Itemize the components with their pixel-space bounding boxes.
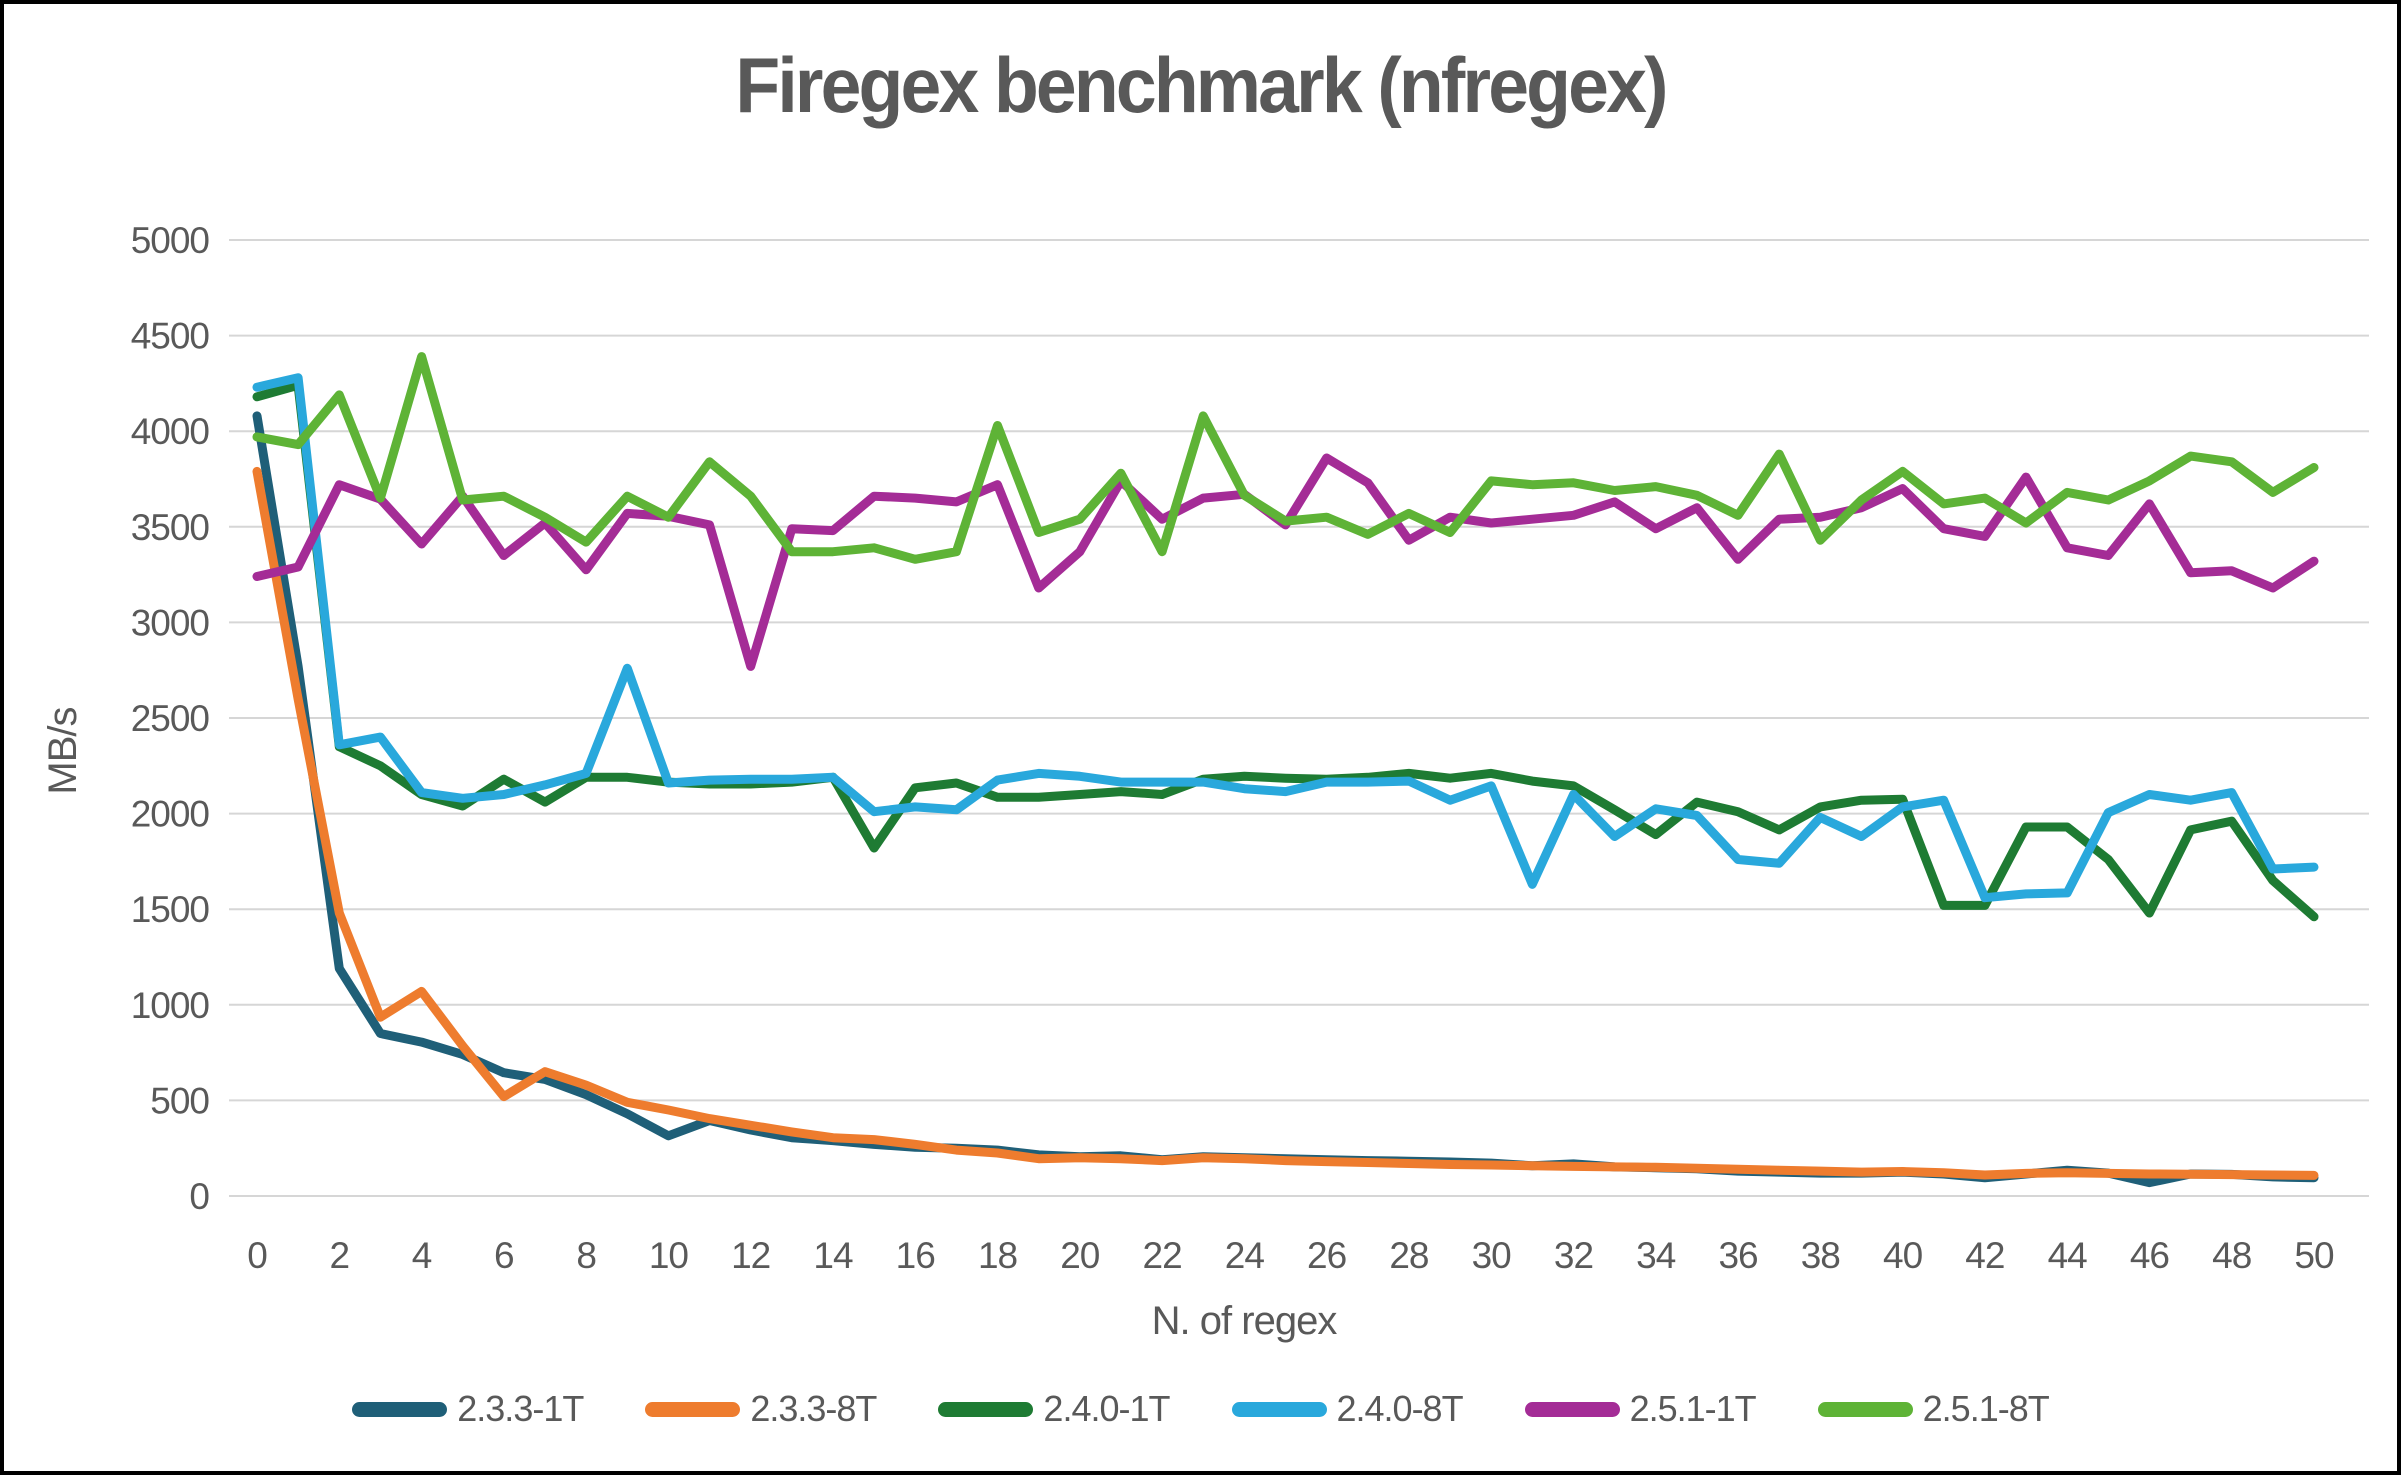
y-tick-label-3000: 3000 xyxy=(131,602,210,643)
x-tick-label-24: 24 xyxy=(1225,1235,1265,1276)
x-axis-title: N. of regex xyxy=(1152,1299,1338,1343)
x-tick-label-38: 38 xyxy=(1801,1235,1840,1276)
y-tick-label-1500: 1500 xyxy=(131,889,210,930)
legend-label: 2.4.0-1T xyxy=(1043,1388,1170,1429)
chart-title: Firegex benchmark (nfregex) xyxy=(735,41,1668,129)
legend-label: 2.3.3-8T xyxy=(750,1388,877,1429)
x-tick-label-44: 44 xyxy=(2048,1235,2088,1276)
x-tick-label-40: 40 xyxy=(1883,1235,1923,1276)
plot-area: 0500100015002000250030003500400045005000… xyxy=(41,220,2369,1343)
x-tick-label-34: 34 xyxy=(1636,1235,1676,1276)
gridlines xyxy=(229,239,2369,1197)
x-tick-label-28: 28 xyxy=(1389,1235,1428,1276)
legend-label: 2.5.1-8T xyxy=(1922,1388,2050,1429)
legend-swatch-2.3.3-8T xyxy=(645,1401,741,1417)
x-tick-label-20: 20 xyxy=(1060,1235,1100,1276)
x-tick-label-42: 42 xyxy=(1965,1235,2004,1276)
y-tick-label-3500: 3500 xyxy=(131,507,210,548)
x-tick-label-18: 18 xyxy=(978,1235,1017,1276)
y-axis-tick-labels: 0 500 1000 1500 2000 2500 3000 3500 4000 4500 5000 xyxy=(131,220,211,1217)
legend-item-2.3.3-8T: 2.3.3-8T xyxy=(645,1388,877,1430)
legend-label: 2.3.3-1T xyxy=(457,1388,584,1429)
legend-item-2.4.0-8T: 2.4.0-8T xyxy=(1231,1388,1464,1430)
x-tick-label-50: 50 xyxy=(2294,1235,2334,1276)
legend-item-2.5.1-8T: 2.5.1-8T xyxy=(1817,1388,2050,1430)
y-tick-label-4000: 4000 xyxy=(131,411,210,452)
x-tick-label-22: 22 xyxy=(1143,1235,1182,1276)
series-line-2.4.0-8T xyxy=(252,373,2319,903)
legend-swatch-2.3.3-1T xyxy=(352,1401,448,1417)
y-tick-label-2500: 2500 xyxy=(131,698,210,739)
x-tick-label-36: 36 xyxy=(1718,1235,1757,1276)
y-tick-label-4500: 4500 xyxy=(131,316,210,357)
legend-swatch-2.4.0-8T xyxy=(1231,1401,1327,1417)
series-line-2.4.0-1T xyxy=(252,380,2319,922)
x-tick-label-10: 10 xyxy=(649,1235,689,1276)
y-axis-title: MB/s xyxy=(41,707,85,794)
legend-swatch-2.4.0-1T xyxy=(938,1401,1034,1417)
x-tick-label-26: 26 xyxy=(1307,1235,1346,1276)
series-line-2.5.1-1T xyxy=(252,453,2319,671)
y-tick-label-500: 500 xyxy=(150,1080,209,1121)
x-tick-label-4: 4 xyxy=(412,1235,432,1276)
legend-swatch-2.5.1-8T xyxy=(1817,1401,1913,1417)
legend-item-2.3.3-1T: 2.3.3-1T xyxy=(352,1388,584,1430)
x-tick-label-12: 12 xyxy=(731,1235,770,1276)
x-tick-label-14: 14 xyxy=(813,1235,853,1276)
x-tick-label-6: 6 xyxy=(494,1235,514,1276)
series-line-2.5.1-8T xyxy=(252,352,2319,564)
legend-item-2.4.0-1T: 2.4.0-1T xyxy=(938,1388,1171,1430)
series-line-2.3.3-8T xyxy=(252,466,2319,1180)
y-tick-label-0: 0 xyxy=(189,1176,209,1217)
x-tick-label-8: 8 xyxy=(576,1235,596,1276)
x-tick-label-48: 48 xyxy=(2212,1235,2251,1276)
x-tick-label-32: 32 xyxy=(1554,1235,1593,1276)
series-lines xyxy=(252,352,2319,1188)
legend-label: 2.4.0-8T xyxy=(1336,1388,1464,1429)
x-tick-label-46: 46 xyxy=(2130,1235,2169,1276)
legend-swatch-2.5.1-1T xyxy=(1524,1401,1620,1417)
x-tick-label-2: 2 xyxy=(329,1235,349,1276)
y-tick-label-1000: 1000 xyxy=(131,985,210,1026)
y-tick-label-5000: 5000 xyxy=(131,220,210,261)
x-axis-tick-labels: 0 2 4 6 8 10 12 14 16 18 20 22 24 26 28 30 32 34 36 38 40 42 4… xyxy=(247,1235,2335,1276)
legend: 2.3.3-1T 2.3.3-8T 2.4.0-1T 2.4.0-8T 2.5.1-1T… xyxy=(4,1388,2397,1430)
x-tick-label-0: 0 xyxy=(247,1235,267,1276)
x-tick-label-30: 30 xyxy=(1472,1235,1512,1276)
x-tick-label-16: 16 xyxy=(896,1235,935,1276)
y-tick-label-2000: 2000 xyxy=(131,794,210,835)
legend-item-2.5.1-1T: 2.5.1-1T xyxy=(1524,1388,1757,1430)
legend-label: 2.5.1-1T xyxy=(1629,1388,1757,1429)
